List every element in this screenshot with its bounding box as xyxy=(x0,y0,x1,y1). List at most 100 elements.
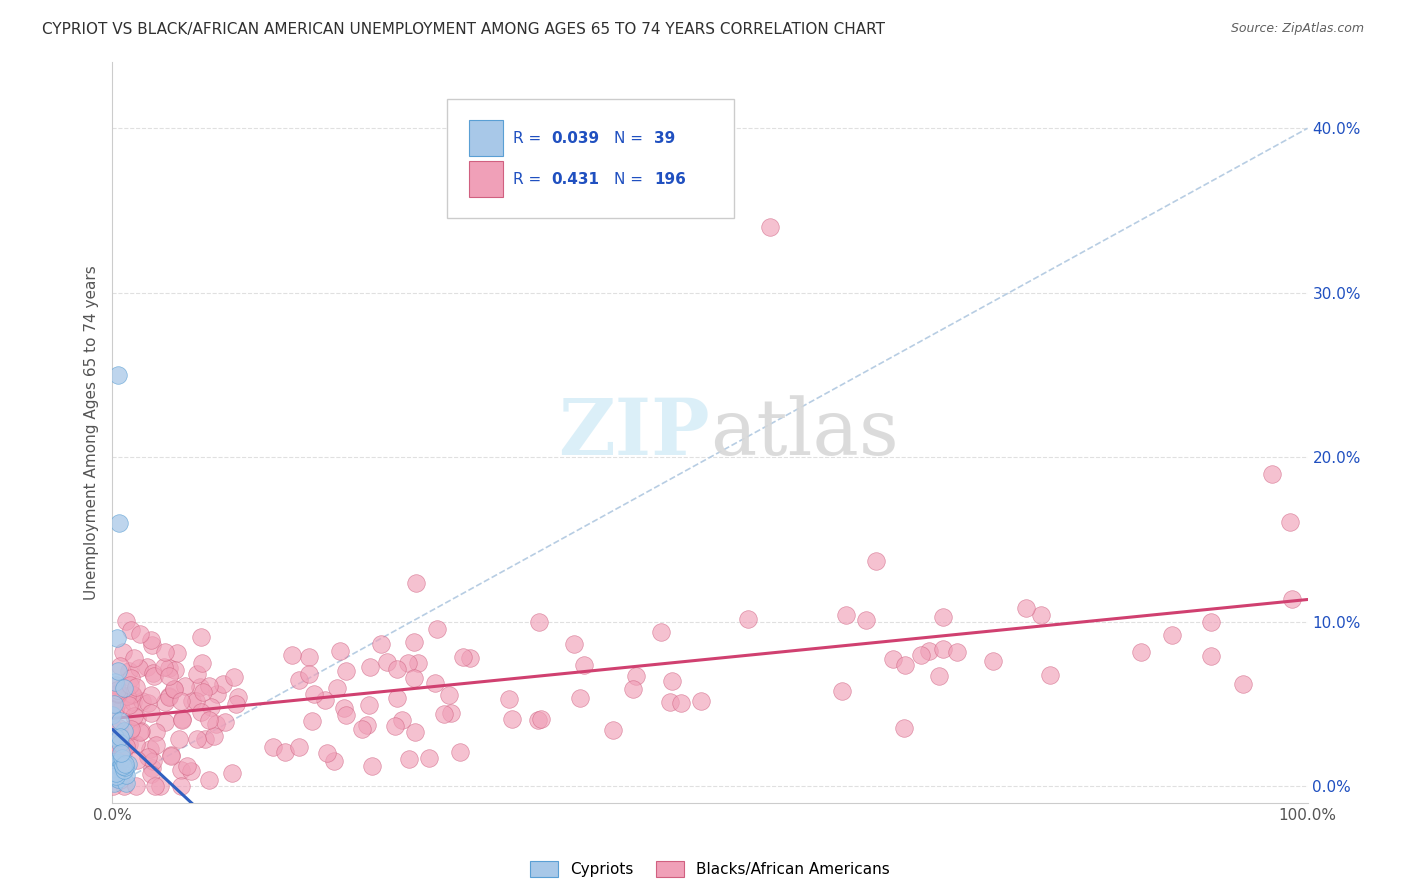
Point xyxy=(104,765,127,780)
FancyBboxPatch shape xyxy=(447,99,734,218)
Point xyxy=(129,723,152,738)
Point xyxy=(384,719,406,733)
Point xyxy=(112,759,135,773)
Point xyxy=(142,669,165,683)
Point xyxy=(910,648,932,662)
Point xyxy=(190,630,212,644)
Point xyxy=(226,690,249,704)
FancyBboxPatch shape xyxy=(468,161,503,197)
Point xyxy=(426,622,449,636)
Point xyxy=(145,725,167,739)
Point xyxy=(122,651,145,665)
Point xyxy=(329,643,352,657)
Point xyxy=(160,749,183,764)
Point xyxy=(568,690,591,705)
Point xyxy=(180,764,202,778)
Point xyxy=(530,712,553,726)
Point xyxy=(157,690,180,705)
Point xyxy=(274,745,297,759)
Point xyxy=(153,659,176,673)
Point xyxy=(105,762,128,776)
Point xyxy=(153,715,176,730)
Point xyxy=(170,712,193,726)
Point xyxy=(105,683,128,698)
Point xyxy=(1129,644,1152,658)
Point xyxy=(1201,615,1223,629)
Text: atlas: atlas xyxy=(710,395,898,470)
Point xyxy=(105,743,128,757)
Point xyxy=(111,645,134,659)
Point xyxy=(181,694,204,708)
Point xyxy=(139,632,162,647)
Point xyxy=(314,693,336,707)
Point xyxy=(111,756,134,771)
Point xyxy=(157,669,180,683)
Point xyxy=(153,695,176,709)
Point xyxy=(117,757,139,772)
Point xyxy=(118,737,141,751)
Point xyxy=(404,671,426,685)
Point xyxy=(423,676,446,690)
Text: 196: 196 xyxy=(654,172,686,187)
Point xyxy=(104,761,127,775)
Point xyxy=(221,765,243,780)
Point xyxy=(139,706,162,720)
Point xyxy=(205,687,228,701)
Point xyxy=(141,761,163,775)
Point xyxy=(222,670,245,684)
Point xyxy=(105,632,128,646)
Point xyxy=(103,780,125,794)
Point xyxy=(112,780,135,794)
Point xyxy=(932,641,955,656)
Point xyxy=(163,682,186,697)
Point xyxy=(212,676,235,690)
Point xyxy=(110,659,132,673)
Point xyxy=(114,776,136,790)
Point xyxy=(202,729,225,743)
Point xyxy=(946,645,969,659)
Text: R =: R = xyxy=(513,172,546,187)
Point xyxy=(359,698,381,712)
Point xyxy=(191,657,214,671)
Point xyxy=(125,737,148,751)
Text: R =: R = xyxy=(513,131,546,146)
Point xyxy=(170,763,193,777)
Point xyxy=(449,745,471,759)
Point xyxy=(170,713,193,727)
Point xyxy=(316,746,339,760)
Point xyxy=(120,624,142,638)
Point xyxy=(184,694,207,708)
Point xyxy=(759,219,782,234)
Point xyxy=(326,681,349,696)
Point xyxy=(323,754,346,768)
Point xyxy=(214,715,236,730)
Point xyxy=(110,736,132,750)
Point xyxy=(418,751,440,765)
Point xyxy=(107,765,129,780)
Point xyxy=(288,673,311,688)
Point xyxy=(128,661,150,675)
Point xyxy=(107,756,129,770)
Point xyxy=(114,768,136,782)
Point xyxy=(159,689,181,703)
Point xyxy=(104,770,127,784)
Point xyxy=(115,689,138,703)
Point xyxy=(498,691,520,706)
Point xyxy=(107,687,129,701)
Point xyxy=(110,772,132,787)
Point xyxy=(121,687,143,701)
Point xyxy=(131,694,153,708)
Point xyxy=(928,668,950,682)
Point xyxy=(114,757,136,772)
Point xyxy=(439,688,461,702)
Point xyxy=(110,701,132,715)
Point xyxy=(190,706,212,720)
Point xyxy=(163,682,186,697)
Point xyxy=(650,625,672,640)
Point xyxy=(834,608,856,623)
Point xyxy=(301,714,323,728)
Point xyxy=(335,707,357,722)
Point xyxy=(918,644,941,658)
Point xyxy=(1232,677,1254,691)
Point xyxy=(114,739,136,754)
